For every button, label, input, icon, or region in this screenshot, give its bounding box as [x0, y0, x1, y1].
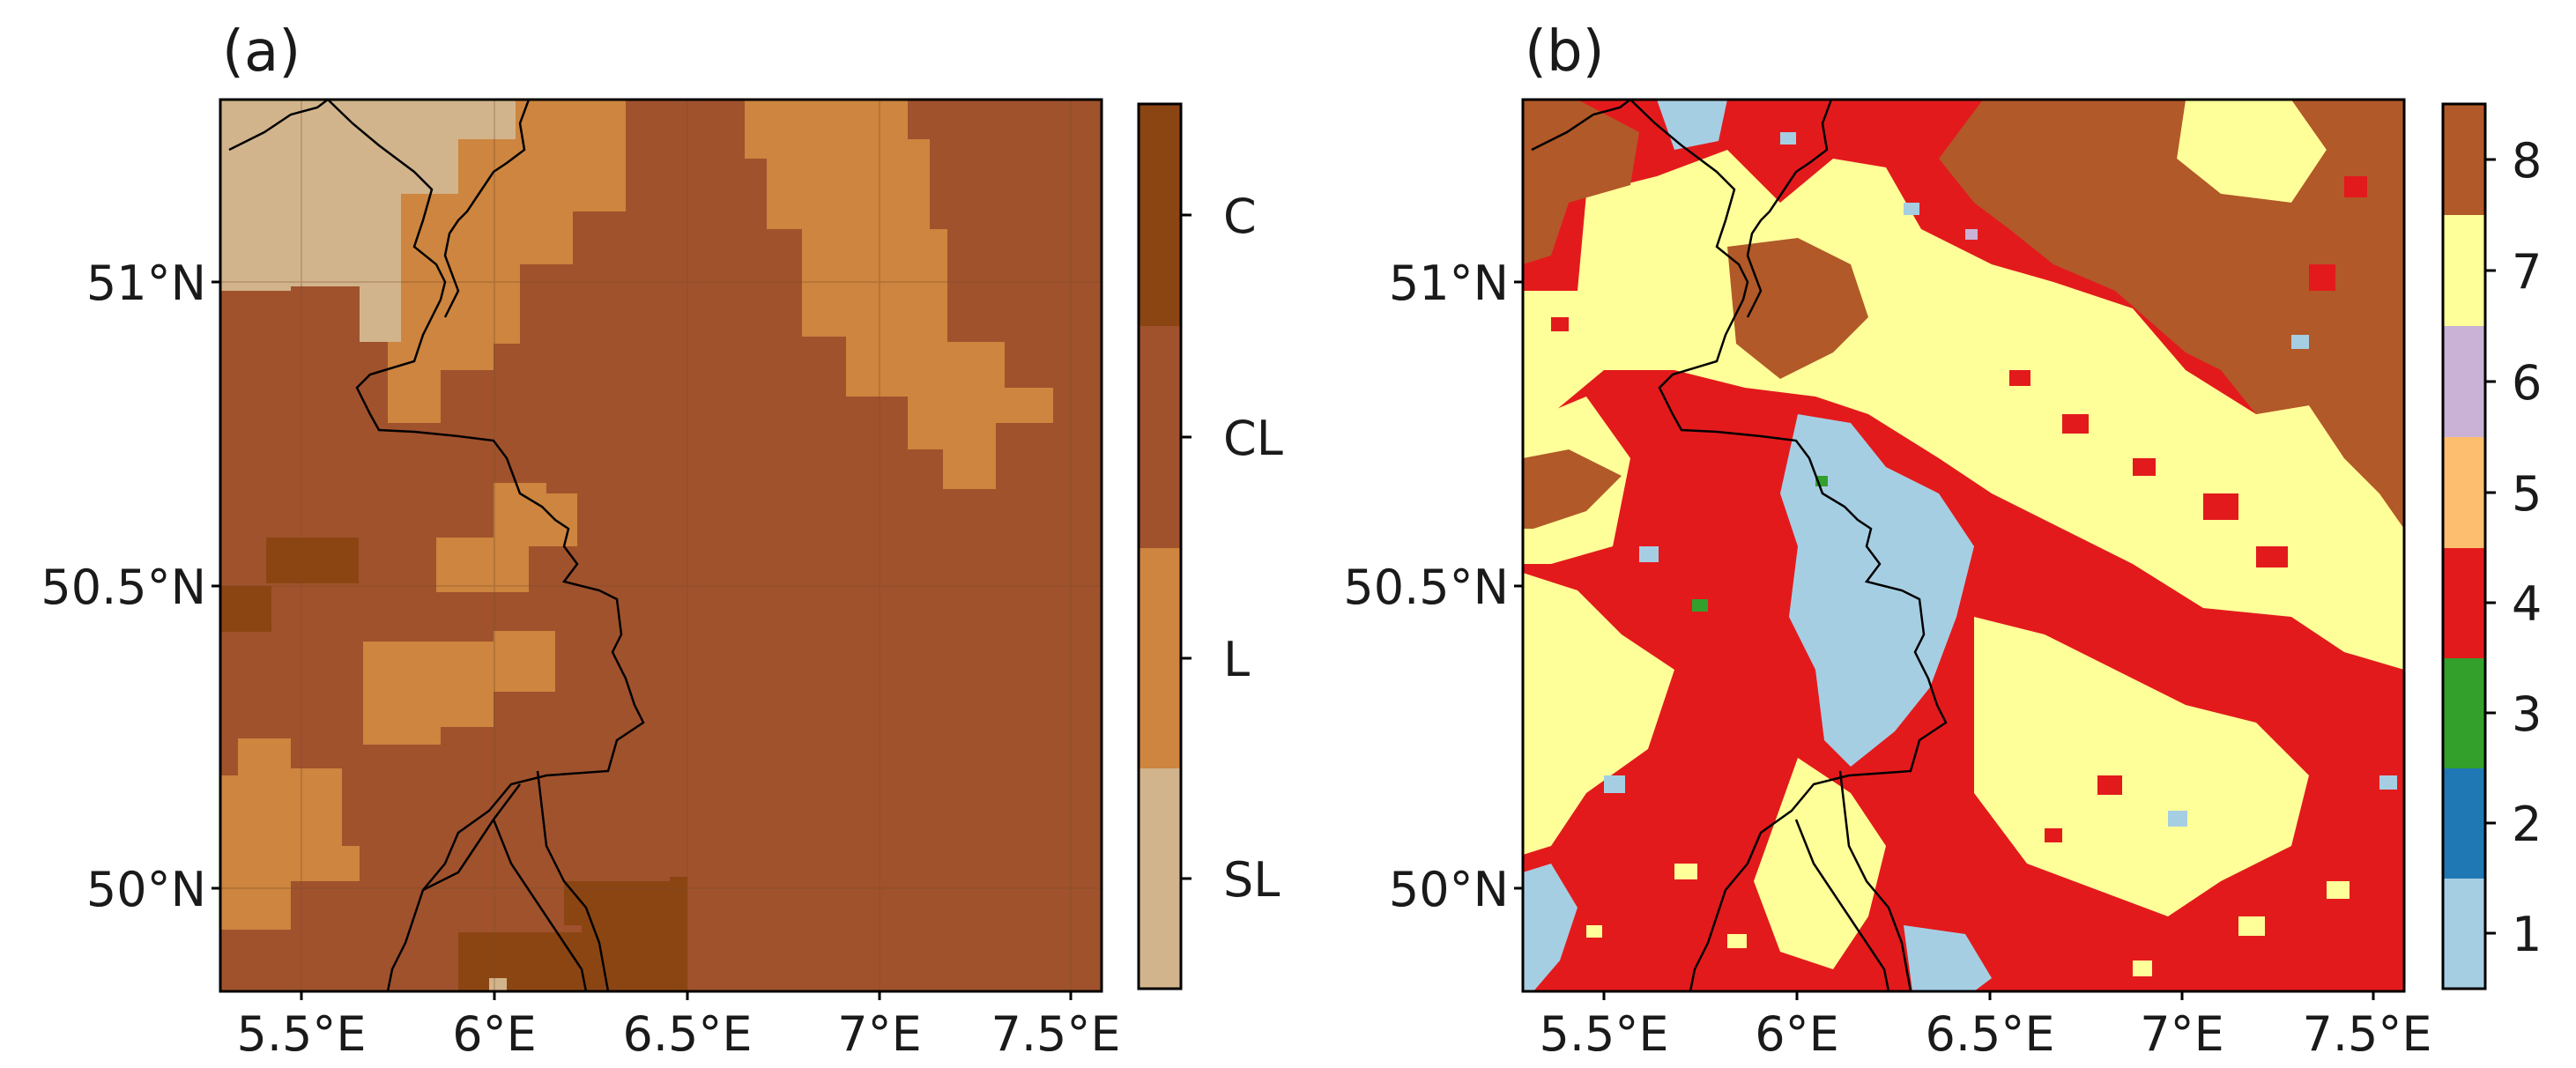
class-7-region-southwest — [1523, 573, 1674, 855]
colorbar-label-8: 8 — [2512, 133, 2542, 189]
x-tick-label: 6°E — [452, 1006, 536, 1062]
colorbar-swatch-5 — [2443, 437, 2485, 548]
landcover-speckles — [1551, 132, 2397, 976]
panel-a-map — [220, 100, 1102, 991]
country-borders — [1531, 100, 1948, 991]
colorbar-swatch-8 — [2443, 104, 2485, 215]
clay-patch-west-edge — [220, 586, 271, 632]
panel-a-frame — [219, 98, 1103, 993]
colorbar-label-5: 5 — [2512, 466, 2542, 522]
colorbar-label-SL: SL — [1223, 852, 1280, 908]
country-borders — [228, 100, 645, 991]
class-7-region-south — [1754, 758, 1886, 969]
clay-patch-west — [266, 538, 359, 583]
loam-region-northwest — [388, 100, 626, 423]
colorbar-label-1: 1 — [2512, 907, 2542, 962]
x-tick-label: 6.5°E — [623, 1006, 753, 1062]
panel-a-label: (a) — [222, 19, 301, 85]
loam-region-north — [520, 100, 626, 176]
colorbar-swatch-4 — [2443, 548, 2485, 658]
loam-patch-center — [436, 483, 577, 592]
loam-patch-south-center — [363, 631, 555, 745]
panel-b-y-axis: 51°N 50.5°N 50°N — [1343, 256, 1523, 917]
colorbar-label-2: 2 — [2512, 797, 2542, 852]
colorbar-swatch-2 — [2443, 768, 2485, 879]
class-1-region-southwest — [1523, 864, 1578, 991]
colorbar-label-3: 3 — [2512, 686, 2542, 742]
colorbar-label-L: L — [1223, 632, 1250, 687]
panel-a-x-axis: 5.5°E 6°E 6.5°E 7°E 7.5°E — [237, 991, 1121, 1062]
panel-b-frame — [1521, 98, 2406, 993]
y-tick-label: 50.5°N — [1343, 560, 1509, 615]
colorbar-swatch-1 — [2443, 879, 2485, 989]
colorbar-swatch-C — [1139, 104, 1181, 326]
y-tick-label: 50.5°N — [41, 560, 206, 615]
class-1-region-north — [1657, 100, 1727, 150]
x-tick-label: 7°E — [2140, 1006, 2223, 1062]
class-1-region-south-center — [1904, 925, 1992, 991]
y-tick-label: 51°N — [1389, 256, 1509, 311]
colorbar-swatch-CL — [1139, 326, 1181, 548]
y-tick-label: 50°N — [86, 862, 206, 917]
colorbar-swatch-3 — [2443, 658, 2485, 768]
x-tick-label: 5.5°E — [1540, 1006, 1669, 1062]
colorbar-label-C: C — [1223, 189, 1257, 244]
panel-b-x-axis: 5.5°E 6°E 6.5°E 7°E 7.5°E — [1540, 991, 2432, 1062]
colorbar-swatch-L — [1139, 548, 1181, 768]
colorbar-label-7: 7 — [2512, 244, 2542, 300]
class-8-region-west — [1523, 449, 1622, 529]
colorbar-swatch-6 — [2443, 326, 2485, 437]
colorbar-swatch-SL — [1139, 768, 1181, 989]
panel-a-y-axis: 51°N 50.5°N 50°N — [41, 256, 220, 917]
loam-region-northeast — [745, 100, 1053, 489]
colorbar-label-6: 6 — [2512, 355, 2542, 411]
class-8-region-north — [1939, 100, 2404, 529]
sandy-loam-speck — [489, 978, 507, 991]
loam-patch-southwest — [220, 738, 360, 930]
x-tick-label: 7.5°E — [2303, 1006, 2432, 1062]
panel-b-map — [1523, 100, 2404, 991]
colorbar-label-4: 4 — [2512, 576, 2542, 632]
class-8-region-center-north — [1727, 238, 1868, 379]
clay-patch-bottom — [458, 932, 564, 991]
x-tick-label: 6.5°E — [1926, 1006, 2055, 1062]
panel-b-colorbar: 8 7 6 5 4 3 2 1 — [2441, 102, 2542, 990]
x-tick-label: 6°E — [1755, 1006, 1838, 1062]
colorbar-swatch-7 — [2443, 215, 2485, 326]
grid-lines — [220, 100, 1102, 991]
class-1-region-center — [1780, 414, 1974, 767]
panel-b-label: (b) — [1525, 19, 1605, 85]
clay-patch-south — [564, 877, 687, 991]
y-tick-label: 50°N — [1389, 862, 1509, 917]
clay-patch-south-east — [564, 881, 687, 932]
class-7-region-northeast — [2177, 100, 2327, 203]
panel-a-colorbar: C CL L SL — [1137, 102, 1283, 990]
x-tick-label: 5.5°E — [237, 1006, 367, 1062]
sandy-loam-region — [220, 100, 516, 342]
y-tick-label: 51°N — [86, 256, 206, 311]
colorbar-label-CL: CL — [1223, 411, 1283, 466]
x-tick-label: 7.5°E — [991, 1006, 1121, 1062]
x-tick-label: 7°E — [837, 1006, 921, 1062]
